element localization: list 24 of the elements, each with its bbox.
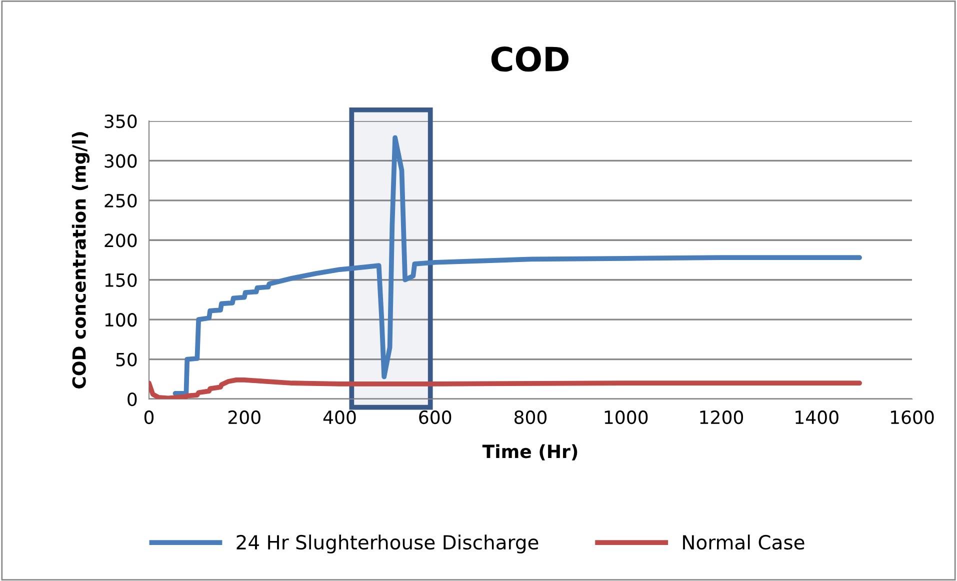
x-tick-label: 1400 <box>796 410 838 424</box>
x-tick-label: 200 <box>228 410 260 424</box>
chart-title: COD <box>491 46 568 72</box>
y-tick-label: 100 <box>105 313 137 327</box>
line-series <box>149 378 862 399</box>
x-tick-label: 1000 <box>604 410 648 424</box>
y-tick-label: 300 <box>104 154 137 168</box>
legend-label: 24 Hr Slughterhouse Discharge <box>236 534 538 554</box>
x-tick-label: 800 <box>514 410 547 424</box>
y-tick-label: 50 <box>116 352 137 366</box>
legend-label: Normal Case <box>683 534 804 550</box>
line-series <box>172 135 862 396</box>
x-tick-label: 400 <box>323 410 356 424</box>
x-tick-label: 1600 <box>891 410 934 424</box>
x-axis-title: Time (Hr) <box>482 444 578 460</box>
x-tick-label: 0 <box>144 410 154 424</box>
x-tick-label: 600 <box>419 410 452 424</box>
y-tick-label: 200 <box>104 234 137 248</box>
y-tick-label: 350 <box>104 114 137 128</box>
y-axis-title: COD concentration (mg/l) <box>72 132 90 388</box>
x-tick-label: 1200 <box>700 410 744 424</box>
y-tick-label: 0 <box>128 392 137 406</box>
y-tick-label: 150 <box>105 273 137 287</box>
y-tick-label: 250 <box>104 194 137 208</box>
